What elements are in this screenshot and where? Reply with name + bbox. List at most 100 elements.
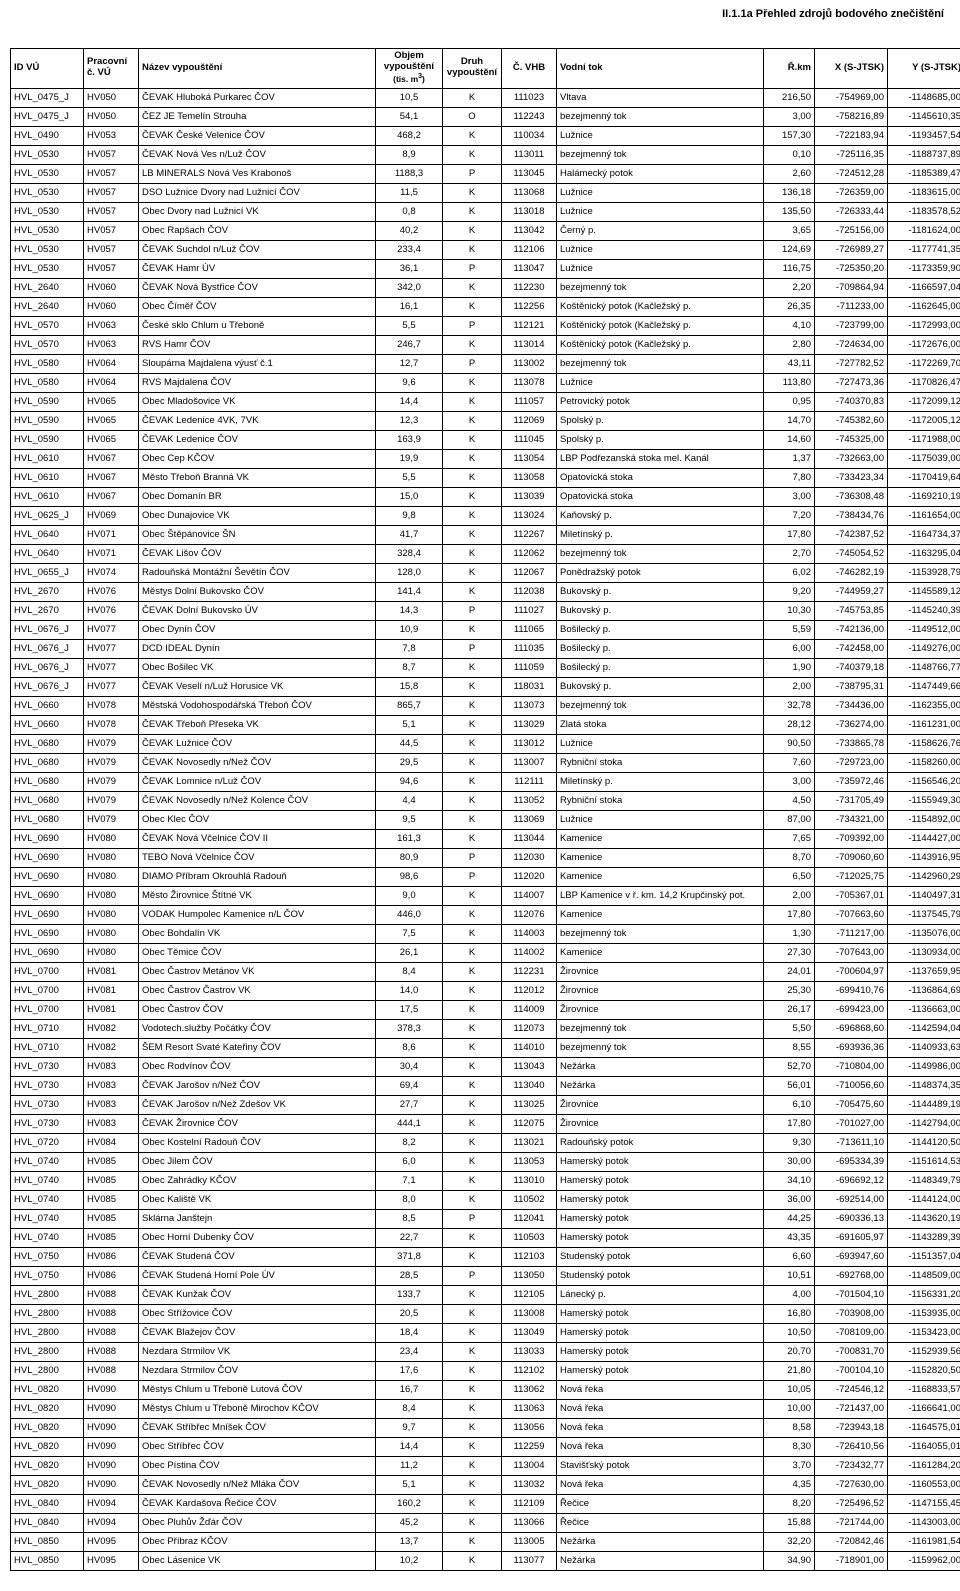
cell-vhb: 113047 [502, 259, 557, 278]
cell-prac: HV080 [84, 829, 139, 848]
cell-rkm: 43,35 [764, 1228, 815, 1247]
cell-rkm: 32,78 [764, 696, 815, 715]
cell-tok: Hamerský potok [557, 1361, 764, 1380]
cell-nazev: Obec Horní Dubenky ČOV [139, 1228, 376, 1247]
cell-prac: HV095 [84, 1532, 139, 1551]
cell-rkm: 90,50 [764, 734, 815, 753]
cell-objem: 128,0 [376, 563, 443, 582]
cell-x: -744959,27 [815, 582, 888, 601]
cell-id: HVL_0740 [11, 1190, 84, 1209]
cell-vhb: 112243 [502, 107, 557, 126]
cell-objem: 45,2 [376, 1513, 443, 1532]
cell-x: -725156,00 [815, 221, 888, 240]
cell-druh: K [443, 620, 502, 639]
cell-id: HVL_2670 [11, 582, 84, 601]
table-row: HVL_0690HV080ČEVAK Nová Včelnice ČOV II1… [11, 829, 960, 848]
cell-druh: K [443, 278, 502, 297]
cell-y: -1136663,00 [888, 1000, 960, 1019]
cell-druh: K [443, 145, 502, 164]
cell-nazev: ČEVAK Kunžak ČOV [139, 1285, 376, 1304]
cell-druh: K [443, 430, 502, 449]
table-row: HVL_0740HV085Sklárna Janštejn8,5P112041H… [11, 1209, 960, 1228]
cell-objem: 16,1 [376, 297, 443, 316]
cell-tok: Nežárka [557, 1551, 764, 1570]
table-row: HVL_0530HV057Obec Dvory nad Lužnicí VK0,… [11, 202, 960, 221]
cell-objem: 5,1 [376, 715, 443, 734]
cell-vhb: 110503 [502, 1228, 557, 1247]
cell-rkm: 3,00 [764, 487, 815, 506]
col-vhb: Č. VHB [502, 49, 557, 89]
cell-id: HVL_2640 [11, 278, 84, 297]
cell-prac: HV079 [84, 734, 139, 753]
cell-vhb: 113025 [502, 1095, 557, 1114]
table-row: HVL_0850HV095Obec Lásenice VK10,2K113077… [11, 1551, 960, 1570]
cell-x: -708109,00 [815, 1323, 888, 1342]
cell-prac: HV079 [84, 810, 139, 829]
cell-x: -723432,77 [815, 1456, 888, 1475]
cell-vhb: 113021 [502, 1133, 557, 1152]
cell-x: -701027,00 [815, 1114, 888, 1133]
cell-x: -721437,00 [815, 1399, 888, 1418]
cell-objem: 10,9 [376, 620, 443, 639]
cell-x: -726333,44 [815, 202, 888, 221]
cell-nazev: Obec Dvory nad Lužnicí VK [139, 202, 376, 221]
cell-nazev: Obec Zahrádky KČOV [139, 1171, 376, 1190]
cell-druh: K [443, 1513, 502, 1532]
cell-druh: K [443, 392, 502, 411]
cell-id: HVL_0730 [11, 1114, 84, 1133]
cell-prac: HV090 [84, 1475, 139, 1494]
cell-rkm: 32,20 [764, 1532, 815, 1551]
cell-tok: Nová řeka [557, 1418, 764, 1437]
cell-prac: HV057 [84, 240, 139, 259]
cell-prac: HV080 [84, 924, 139, 943]
cell-nazev: Obec Kostelní Radouň ČOV [139, 1133, 376, 1152]
cell-y: -1168833,57 [888, 1380, 960, 1399]
cell-nazev: Obec Bošilec VK [139, 658, 376, 677]
cell-objem: 5,5 [376, 316, 443, 335]
cell-objem: 14,4 [376, 1437, 443, 1456]
cell-prac: HV088 [84, 1304, 139, 1323]
cell-vhb: 113049 [502, 1323, 557, 1342]
cell-druh: K [443, 449, 502, 468]
cell-x: -693936,36 [815, 1038, 888, 1057]
cell-x: -734321,00 [815, 810, 888, 829]
table-row: HVL_0660HV078Městská Vodohospodářská Tře… [11, 696, 960, 715]
cell-y: -1158626,76 [888, 734, 960, 753]
table-row: HVL_0690HV080Obec Těmice ČOV26,1K114002K… [11, 943, 960, 962]
cell-nazev: Obec Domanín BR [139, 487, 376, 506]
cell-id: HVL_0530 [11, 183, 84, 202]
cell-druh: K [443, 1342, 502, 1361]
table-row: HVL_0690HV080DIAMO Příbram Okrouhlá Rado… [11, 867, 960, 886]
cell-tok: Kamenice [557, 943, 764, 962]
cell-prac: HV079 [84, 753, 139, 772]
cell-id: HVL_0660 [11, 696, 84, 715]
cell-rkm: 10,30 [764, 601, 815, 620]
cell-druh: K [443, 696, 502, 715]
table-row: HVL_0680HV079ČEVAK Lomnice n/Luž ČOV94,6… [11, 772, 960, 791]
cell-rkm: 43,11 [764, 354, 815, 373]
cell-prac: HV065 [84, 411, 139, 430]
cell-objem: 9,7 [376, 1418, 443, 1437]
cell-objem: 9,5 [376, 810, 443, 829]
cell-objem: 9,6 [376, 373, 443, 392]
cell-tok: Žirovnice [557, 1095, 764, 1114]
cell-id: HVL_0530 [11, 145, 84, 164]
cell-y: -1145589,12 [888, 582, 960, 601]
cell-nazev: ČEVAK Lužnice ČOV [139, 734, 376, 753]
cell-tok: Nežárka [557, 1076, 764, 1095]
cell-nazev: DCD IDEAL Dynín [139, 639, 376, 658]
cell-x: -726359,00 [815, 183, 888, 202]
cell-x: -754969,00 [815, 88, 888, 107]
cell-tok: Bošilecký p. [557, 658, 764, 677]
cell-tok: Žirovnice [557, 1000, 764, 1019]
cell-x: -709060,60 [815, 848, 888, 867]
cell-prac: HV065 [84, 392, 139, 411]
cell-tok: Hamerský potok [557, 1342, 764, 1361]
cell-druh: K [443, 1323, 502, 1342]
cell-nazev: Obec Cep KČOV [139, 449, 376, 468]
cell-objem: 163,9 [376, 430, 443, 449]
cell-rkm: 4,50 [764, 791, 815, 810]
cell-y: -1166641,00 [888, 1399, 960, 1418]
cell-objem: 246,7 [376, 335, 443, 354]
cell-tok: bezejmenný tok [557, 1038, 764, 1057]
